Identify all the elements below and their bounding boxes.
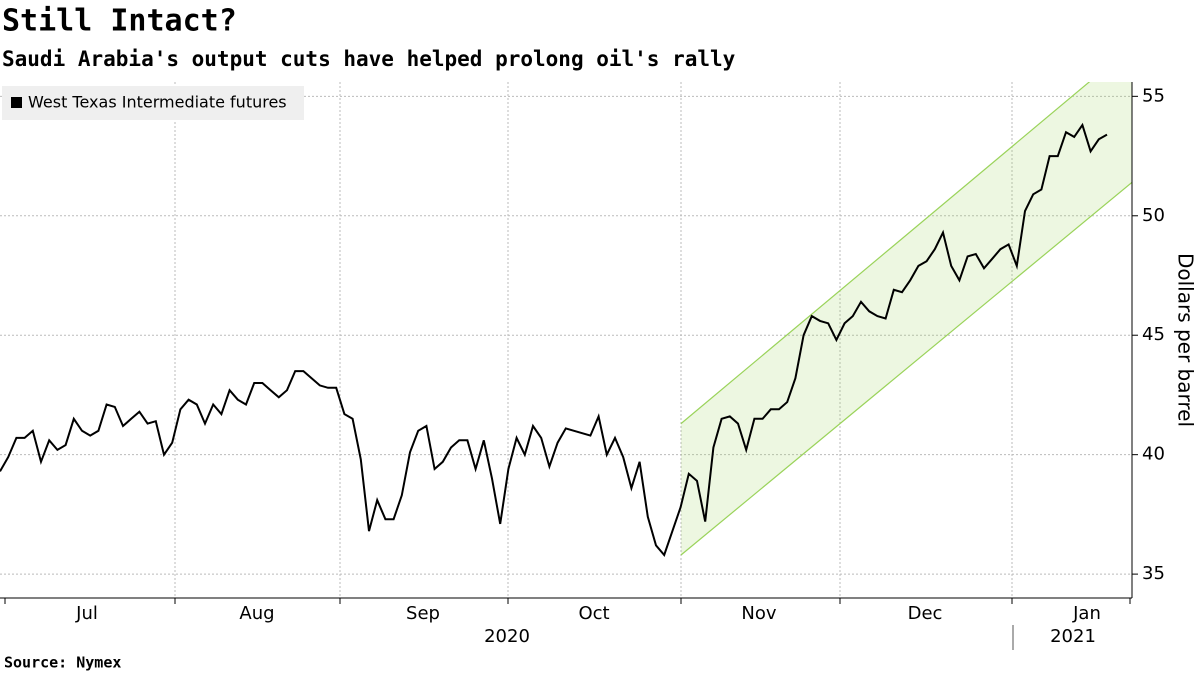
- year-label: 2021: [1050, 626, 1096, 647]
- x-tick-label: Sep: [406, 603, 440, 624]
- chart-subtitle: Saudi Arabia's output cuts have helped p…: [2, 47, 736, 71]
- y-tick-label: 35: [1142, 563, 1165, 584]
- legend-swatch: [11, 97, 22, 108]
- legend-box: [2, 86, 304, 120]
- channel: [680, 82, 1132, 556]
- channel-band: [681, 82, 1132, 555]
- y-tick-label: 45: [1142, 324, 1165, 345]
- x-tick-label: Oct: [578, 603, 609, 624]
- x-tick-label: Jul: [75, 603, 98, 624]
- legend-label: West Texas Intermediate futures: [28, 93, 287, 112]
- x-tick-label: Dec: [908, 603, 943, 624]
- channel-line: [680, 181, 1132, 556]
- year-label: 2020: [484, 626, 530, 647]
- channel-line: [680, 82, 1091, 425]
- x-tick-label: Nov: [741, 603, 776, 624]
- series-line: [0, 122, 1108, 557]
- chart-title: Still Intact?: [2, 4, 237, 39]
- x-tick-label: Jan: [1072, 603, 1101, 624]
- y-tick-label: 55: [1142, 85, 1165, 106]
- source: Source: Nymex: [4, 654, 121, 672]
- y-tick-label: 40: [1142, 444, 1165, 465]
- x-tick-label: Aug: [239, 603, 274, 624]
- y-tick-label: 50: [1142, 205, 1165, 226]
- y-axis-title: Dollars per barrel: [1174, 253, 1198, 427]
